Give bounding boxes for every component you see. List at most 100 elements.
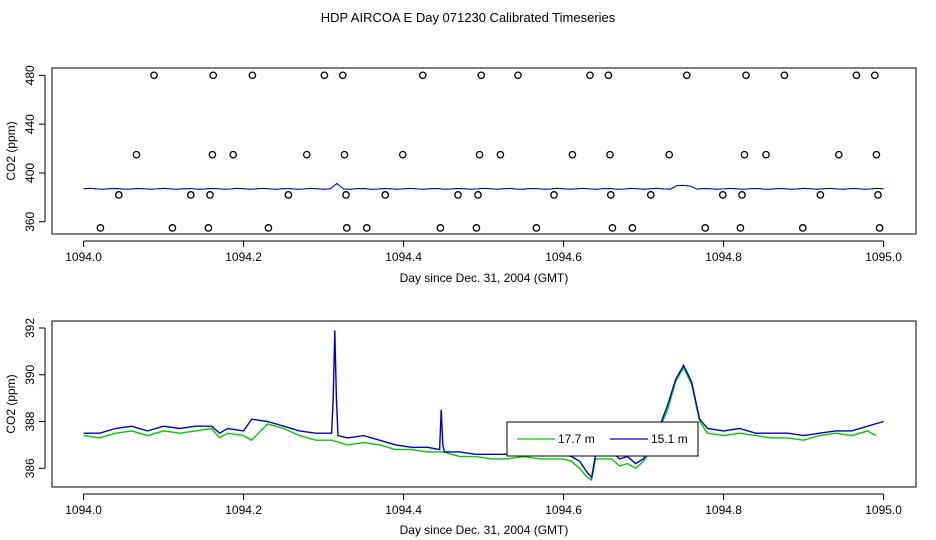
data-point bbox=[606, 150, 614, 159]
data-point bbox=[284, 191, 293, 199]
y-axis-label-bottom: CO2 (ppm) bbox=[4, 374, 18, 433]
data-point bbox=[209, 71, 218, 80]
x-tick-label: 1094.8 bbox=[705, 503, 742, 517]
data-point bbox=[248, 71, 257, 80]
y-axis-label-top: CO2 (ppm) bbox=[4, 121, 18, 180]
data-point bbox=[342, 224, 351, 232]
x-tick-label: 1094.0 bbox=[65, 250, 102, 264]
series-line-17-7-m bbox=[83, 366, 876, 482]
data-point bbox=[568, 150, 577, 159]
x-tick-label: 1094.2 bbox=[225, 250, 262, 264]
data-point bbox=[475, 150, 484, 159]
y-tick-label: 360 bbox=[23, 211, 37, 231]
data-point bbox=[872, 150, 881, 159]
data-point bbox=[206, 191, 214, 199]
data-point bbox=[628, 224, 637, 232]
data-point bbox=[586, 71, 594, 80]
y-tick-label: 440 bbox=[23, 114, 37, 134]
data-point bbox=[875, 224, 884, 232]
data-point bbox=[604, 71, 613, 80]
data-point bbox=[338, 71, 347, 80]
x-axis-bottom: 1094.0 1094.2 1094.4 1094.6 1094.8 1095.0 bbox=[65, 493, 902, 517]
data-point bbox=[736, 224, 745, 232]
data-point bbox=[550, 191, 558, 199]
data-point bbox=[96, 224, 105, 232]
y-tick-label: 388 bbox=[23, 411, 37, 431]
data-point bbox=[229, 150, 238, 159]
legend-label-15-1m: 15.1 m bbox=[651, 432, 688, 446]
data-point bbox=[816, 191, 825, 199]
y-tick-label: 390 bbox=[23, 364, 37, 384]
y-axis-bottom: 386 388 390 392 bbox=[23, 318, 46, 478]
data-point bbox=[852, 71, 861, 80]
x-axis-label-bottom: Day since Dec. 31, 2004 (GMT) bbox=[400, 523, 569, 537]
data-point bbox=[834, 150, 843, 159]
data-point bbox=[418, 71, 427, 80]
y-axis-top: 360 400 440 480 bbox=[23, 65, 46, 232]
x-tick-label: 1094.0 bbox=[65, 503, 102, 517]
series-line-15-1m-top bbox=[83, 182, 884, 190]
data-point bbox=[646, 191, 655, 199]
data-point bbox=[608, 224, 617, 232]
data-point bbox=[606, 191, 615, 199]
data-point bbox=[472, 224, 481, 232]
x-tick-label: 1094.4 bbox=[385, 503, 422, 517]
data-point bbox=[204, 224, 213, 232]
data-point bbox=[740, 150, 749, 159]
data-point bbox=[168, 224, 177, 232]
data-point bbox=[342, 191, 350, 199]
x-tick-label: 1095.0 bbox=[865, 503, 902, 517]
y-tick-label: 400 bbox=[23, 163, 37, 183]
data-point bbox=[132, 150, 141, 159]
data-point bbox=[762, 150, 770, 159]
x-tick-label: 1094.2 bbox=[225, 503, 262, 517]
data-point bbox=[454, 191, 462, 199]
panel-bottom: 1094.0 1094.2 1094.4 1094.6 1094.8 1095.0 386… bbox=[4, 318, 917, 537]
marks-bottom bbox=[83, 330, 884, 482]
data-point bbox=[436, 224, 445, 232]
x-tick-label: 1094.8 bbox=[705, 250, 742, 264]
data-point bbox=[532, 224, 541, 232]
panel-top: 1094.0 1094.2 1094.4 1094.6 1094.8 1095.0 360… bbox=[4, 65, 917, 285]
x-axis-top: 1094.0 1094.2 1094.4 1094.6 1094.8 1095.0 bbox=[65, 240, 902, 264]
legend-label-17-7m: 17.7 m bbox=[558, 432, 595, 446]
x-tick-label: 1094.6 bbox=[545, 250, 582, 264]
plot-frame-top bbox=[51, 67, 917, 235]
data-point bbox=[738, 191, 746, 199]
data-point bbox=[780, 71, 789, 80]
data-point bbox=[718, 191, 727, 199]
data-point bbox=[874, 191, 882, 199]
x-tick-label: 1095.0 bbox=[865, 250, 902, 264]
marks-top bbox=[83, 71, 884, 232]
data-point bbox=[477, 71, 486, 80]
data-point bbox=[514, 71, 522, 80]
data-point bbox=[742, 71, 750, 80]
figure-title: HDP AIRCOA E Day 071230 Calibrated Times… bbox=[321, 10, 616, 25]
x-tick-label: 1094.6 bbox=[545, 503, 582, 517]
x-tick-label: 1094.4 bbox=[385, 250, 422, 264]
data-point bbox=[114, 191, 123, 199]
data-point bbox=[474, 191, 482, 199]
y-tick-label: 480 bbox=[23, 65, 37, 85]
data-point bbox=[798, 224, 807, 232]
data-point bbox=[362, 224, 371, 232]
data-point bbox=[870, 71, 879, 80]
data-point bbox=[701, 224, 710, 232]
data-point bbox=[496, 150, 505, 159]
y-tick-label: 386 bbox=[23, 458, 37, 478]
data-point bbox=[208, 150, 217, 159]
legend: 17.7 m 15.1 m bbox=[506, 421, 699, 457]
data-point bbox=[381, 191, 390, 199]
data-point bbox=[682, 71, 691, 80]
data-point bbox=[665, 150, 674, 159]
data-point bbox=[302, 150, 311, 159]
data-point bbox=[340, 150, 349, 159]
data-point bbox=[398, 150, 407, 159]
data-point bbox=[264, 224, 273, 232]
data-point bbox=[320, 71, 329, 80]
series-line-15-1-m bbox=[83, 330, 884, 480]
data-point bbox=[150, 71, 158, 80]
x-axis-label-top: Day since Dec. 31, 2004 (GMT) bbox=[400, 271, 569, 285]
plot-frame-bottom bbox=[51, 320, 917, 488]
